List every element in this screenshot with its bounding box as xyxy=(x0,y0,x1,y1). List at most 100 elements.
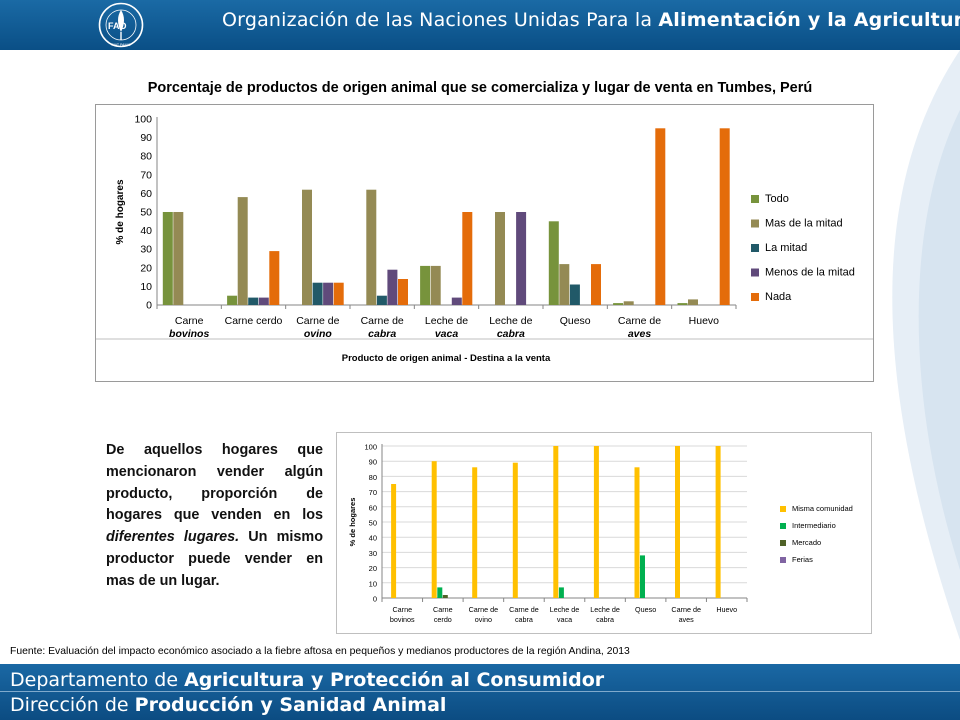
y-tick-label: 40 xyxy=(369,534,377,543)
bar xyxy=(248,297,259,305)
description-panel xyxy=(94,432,336,582)
bar xyxy=(387,269,398,305)
x-category-label: Queso xyxy=(635,605,656,614)
legend-label: La mitad xyxy=(765,242,807,254)
bar xyxy=(512,462,518,598)
y-tick-label: 50 xyxy=(140,207,152,219)
y-tick-label: 70 xyxy=(369,488,377,497)
page-title: Porcentaje de productos de origen animal… xyxy=(147,80,813,96)
bar xyxy=(258,297,269,305)
bar xyxy=(462,212,473,305)
y-tick-label: 20 xyxy=(369,564,377,573)
y-tick-label: 60 xyxy=(369,503,377,512)
fao-logo-icon: FAO FIAT PANIS xyxy=(98,2,144,48)
source-note: Fuente: Evaluación del impacto económico… xyxy=(10,646,630,657)
x-category-label: Carne bovinos xyxy=(390,605,415,624)
legend-swatch xyxy=(751,219,759,228)
x-category-label: Queso xyxy=(560,315,591,327)
bar xyxy=(366,189,377,305)
bar xyxy=(558,587,564,598)
bar xyxy=(391,484,397,598)
y-tick-label: 50 xyxy=(369,519,377,528)
bar xyxy=(162,212,173,305)
bar xyxy=(227,295,238,305)
x-category-label: Carne de aves xyxy=(671,605,701,624)
bar xyxy=(376,295,387,305)
chart-lugar-venta: 0 10 20 30 40 50 60 70 80 90 100 Carne bovinos Carne c… xyxy=(336,432,872,634)
legend-label: Misma comunidad xyxy=(792,504,853,513)
legend-swatch xyxy=(751,268,759,277)
x-category-label: Leche de cabra xyxy=(489,315,532,340)
bar xyxy=(237,197,248,305)
bar xyxy=(688,299,698,305)
bar xyxy=(312,282,323,305)
x-category-label: Leche de vaca xyxy=(550,605,580,624)
legend-swatch xyxy=(780,506,786,512)
x-category-label: Huevo xyxy=(689,315,720,327)
bar xyxy=(302,189,312,305)
x-category-label: Carne de cabra xyxy=(361,315,404,340)
legend-swatch xyxy=(780,540,786,546)
footer-divider xyxy=(0,691,960,692)
y-tick-label: 40 xyxy=(140,225,152,237)
bar xyxy=(437,587,443,598)
bar xyxy=(398,279,408,305)
bar xyxy=(623,301,634,305)
bar xyxy=(451,297,462,305)
decorative-swoosh xyxy=(892,50,960,640)
y-tick-label: 90 xyxy=(369,458,377,467)
bar xyxy=(442,595,448,598)
legend-label: Mas de la mitad xyxy=(765,218,843,230)
bar xyxy=(675,446,680,598)
footer-department-prefix: Departamento de xyxy=(10,669,185,691)
logo-motto: FIAT PANIS xyxy=(112,43,132,47)
bar xyxy=(472,467,478,598)
bar xyxy=(269,251,280,305)
chart-destina-venta: 0 10 20 30 40 50 60 70 80 90 100 Carne bovinos Carne … xyxy=(95,104,874,382)
legend-label: Nada xyxy=(765,291,792,303)
x-axis-label: Producto de origen animal - Destina a la… xyxy=(342,353,551,364)
bar xyxy=(516,212,527,305)
y-tick-label: 60 xyxy=(140,188,152,200)
x-category-label: Leche de cabra xyxy=(590,605,620,624)
org-title-prefix: Organización de las Naciones Unidas Para… xyxy=(222,9,659,31)
footer-division: Dirección de Producción y Sanidad Animal xyxy=(10,694,446,716)
x-category-label: Carne cerdo xyxy=(225,315,283,327)
bar xyxy=(430,265,441,305)
y-tick-label: 80 xyxy=(140,151,152,163)
bar xyxy=(420,265,431,305)
description-text: De aquellos hogares que mencionaron vend… xyxy=(106,440,323,593)
y-tick-label: 30 xyxy=(369,549,377,558)
y-tick-label: 0 xyxy=(146,300,152,312)
legend-label: Intermediario xyxy=(792,521,836,530)
bar xyxy=(559,264,570,305)
bar xyxy=(173,212,184,305)
y-tick-label: 0 xyxy=(373,595,377,604)
bar xyxy=(634,467,640,598)
footer-department: Departamento de Agricultura y Protección… xyxy=(10,669,604,691)
legend-label: Ferias xyxy=(792,555,813,564)
bar xyxy=(333,282,344,305)
bar xyxy=(591,264,601,305)
y-tick-label: 30 xyxy=(140,244,152,256)
bar xyxy=(640,555,645,598)
logo-letters: FAO xyxy=(108,21,127,31)
bar xyxy=(719,128,730,305)
legend-swatch xyxy=(780,523,786,529)
bar xyxy=(715,446,721,598)
header-bar xyxy=(0,0,960,50)
y-tick-label: 90 xyxy=(140,132,152,144)
x-category-label: Leche de vaca xyxy=(425,315,468,340)
bar xyxy=(548,221,559,305)
y-tick-label: 80 xyxy=(369,473,377,482)
bar xyxy=(613,303,624,305)
x-category-label: Carne de ovino xyxy=(296,315,339,340)
y-tick-label: 100 xyxy=(134,114,152,126)
bar xyxy=(677,303,688,305)
bar xyxy=(593,446,599,598)
y-tick-label: 70 xyxy=(140,169,152,181)
y-tick-label: 10 xyxy=(140,281,152,293)
footer-division-prefix: Dirección de xyxy=(10,694,135,716)
x-category-label: Carne de aves xyxy=(618,315,661,340)
y-axis-label: % de hogares xyxy=(348,498,357,547)
